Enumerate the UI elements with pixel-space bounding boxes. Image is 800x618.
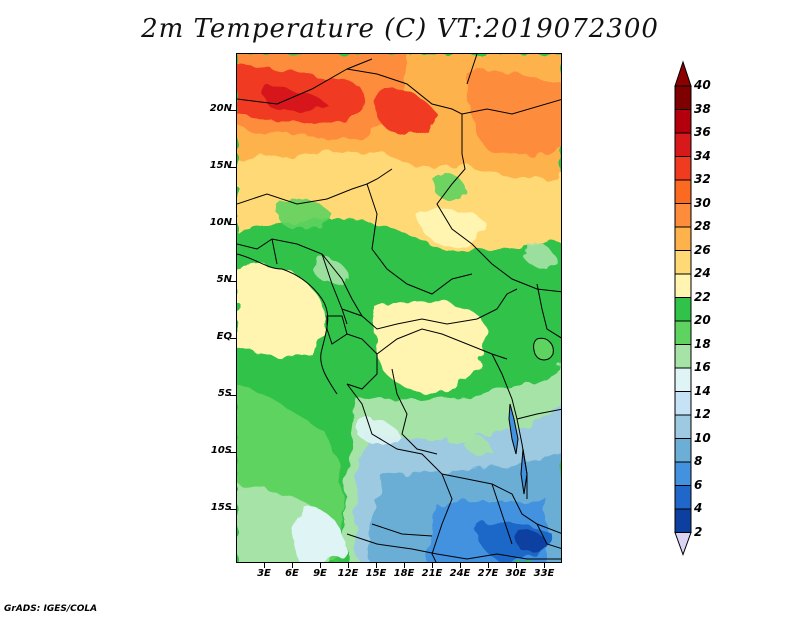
lon-label-15e: 15E [365, 568, 387, 579]
colorbar-label: 30 [694, 195, 711, 210]
lon-label-24e: 24E [449, 568, 471, 579]
field-4-6 [515, 528, 547, 554]
chart-title: 2m Temperature (C) VT:2019072300 [141, 14, 659, 44]
field-36-38 [263, 84, 327, 112]
colorbar-box [674, 156, 692, 181]
colorbar-label: 28 [694, 219, 711, 233]
colorbar-box [674, 320, 692, 345]
colorbar-label: 26 [694, 242, 711, 257]
colorbar-label: 32 [694, 172, 711, 186]
colorbar-label: 4 [694, 501, 703, 515]
lon-label-21e: 21E [421, 568, 443, 579]
colorbar-label: 12 [694, 407, 711, 421]
country-borders [237, 54, 561, 562]
colorbar-box [674, 297, 692, 322]
field-30-32-east [467, 70, 561, 155]
colorbar-box [674, 132, 692, 157]
colorbar-box [674, 485, 692, 510]
colorbar-box [674, 226, 692, 251]
lat-label-5s: 5S [217, 388, 232, 399]
colorbar-box [674, 414, 692, 439]
colorbar-box [674, 508, 692, 533]
colorbar-label: 14 [694, 383, 711, 398]
lon-label-6e: 6E [285, 568, 299, 579]
lakes [508, 337, 554, 495]
colorbar-box [674, 461, 692, 486]
colorbar-label: 36 [694, 125, 711, 139]
colorbar-label: 18 [694, 336, 711, 351]
lat-label-5n: 5N [216, 274, 232, 285]
lon-label-12e: 12E [337, 568, 359, 579]
colorbar-label: 6 [694, 477, 703, 492]
lon-label-3e: 3E [257, 568, 271, 579]
lon-label-27e: 27E [477, 568, 499, 579]
colorbar-box [674, 367, 692, 392]
lat-label-10s: 10S [210, 445, 232, 456]
lat-label-15s: 15S [210, 502, 232, 513]
grads-credit: GrADS: IGES/COLA [4, 604, 98, 614]
lon-label-18e: 18E [393, 568, 415, 579]
colorbar-label: 8 [694, 454, 703, 468]
colorbar-box [674, 438, 692, 463]
colorbar-label: 24 [694, 266, 711, 280]
field-chad-24-26 [417, 208, 487, 246]
colorbar-box [674, 109, 692, 134]
colorbar-graphic [674, 60, 692, 556]
colorbar-box [674, 85, 692, 110]
lon-label-9e: 9E [313, 568, 327, 579]
colorbar-label: 2 [694, 524, 703, 539]
colorbar-box [674, 179, 692, 204]
colorbar-over-triangle [674, 60, 692, 87]
lat-label-10n: 10N [209, 217, 232, 228]
colorbar-box [674, 250, 692, 275]
colorbar-label: 10 [694, 430, 711, 445]
field-34-36-b [374, 88, 437, 134]
colorbar-label: 22 [694, 289, 711, 304]
colorbar-box [674, 391, 692, 416]
colorbar-label: 40 [694, 78, 711, 92]
colorbar-under-triangle [674, 532, 692, 556]
temperature-map [236, 53, 562, 563]
colorbar-label: 16 [694, 360, 711, 374]
lon-label-30e: 30E [505, 568, 527, 579]
colorbar-label: 34 [694, 148, 711, 163]
lat-label-eq: EQ [216, 331, 232, 342]
colorbar-box [674, 273, 692, 298]
lat-label-20n: 20N [209, 103, 232, 114]
field-speckle [276, 172, 557, 457]
colorbar-box [674, 203, 692, 228]
colorbar-box [674, 344, 692, 369]
colorbar-label: 38 [694, 101, 711, 116]
lon-label-33e: 33E [533, 568, 555, 579]
lat-label-15n: 15N [209, 160, 232, 171]
map-canvas [237, 54, 561, 562]
field-atlantic-18 [294, 504, 347, 562]
colorbar-label: 20 [694, 313, 711, 327]
field-gulf-24-26 [237, 265, 326, 357]
